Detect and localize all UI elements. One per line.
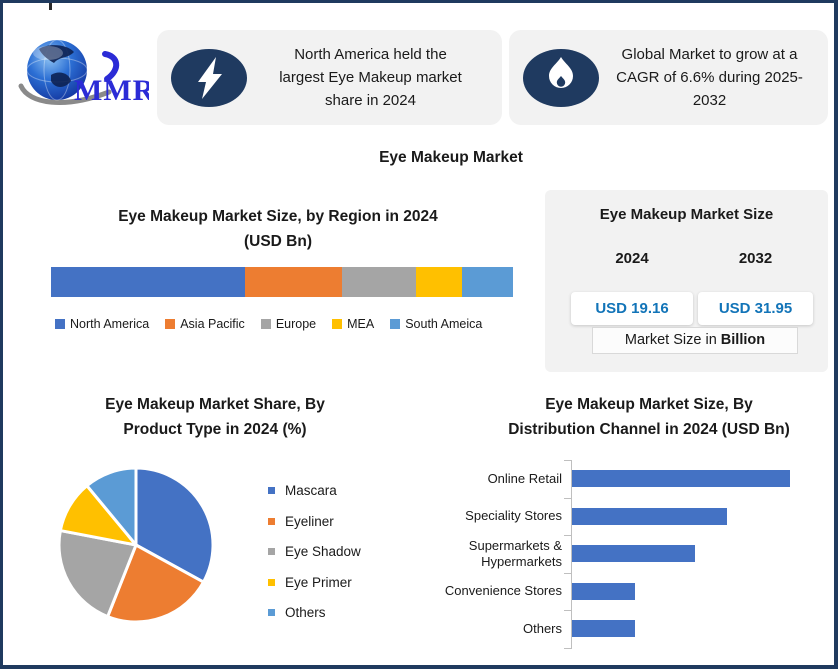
legend-label: Eye Primer (285, 574, 352, 590)
dist-plot-area (564, 460, 826, 498)
legend-label: Asia Pacific (180, 317, 245, 331)
legend-item: North America (55, 317, 149, 331)
callout-text: Global Market to grow at a CAGR of 6.6% … (616, 46, 803, 109)
dist-bar (572, 470, 790, 488)
distribution-bar-chart: Online Retail Speciality Stores Supermarke… (430, 460, 826, 649)
legend-swatch (268, 578, 275, 586)
legend-swatch (268, 548, 275, 555)
dist-bar (572, 582, 635, 600)
logo-text: MMR (74, 74, 149, 107)
card-value-2032: USD 31.95 (698, 292, 813, 325)
flame-icon (523, 48, 599, 108)
legend-swatch (55, 319, 65, 329)
card-column-2024: 2024 USD 19.16 (571, 250, 693, 325)
legend-label: Others (285, 605, 326, 620)
axis-tick (564, 647, 572, 649)
region-chart-title: Eye Makeup Market Size, by Region in 202… (118, 208, 438, 250)
legend-label: MEA (347, 317, 375, 331)
legend-item: MEA (332, 317, 374, 331)
legend-label: North America (70, 317, 150, 331)
callout-cagr: Global Market to grow at a CAGR of 6.6% … (509, 30, 828, 125)
legend-item: Mascara (268, 483, 361, 498)
region-bar-segment (416, 267, 463, 297)
legend-label: Mascara (285, 483, 337, 498)
footnote-bold: Billion (720, 332, 766, 348)
axis-tick (564, 572, 572, 574)
dist-plot-area (564, 572, 826, 610)
product-type-pie (57, 466, 215, 624)
legend-label: Eye Shadow (285, 544, 361, 559)
callout-text: North America held the largest Eye Makeu… (279, 46, 462, 109)
region-bar-segment (462, 267, 514, 297)
legend-item: Eye Primer (268, 575, 361, 590)
dist-chart-row: Others (430, 610, 826, 649)
legend-swatch (165, 319, 176, 329)
dist-category-label: Convenience Stores (444, 583, 562, 599)
axis-tick (564, 460, 572, 461)
card-year: 2024 (615, 250, 649, 267)
dist-category-label: Speciality Stores (465, 508, 562, 524)
market-size-card: Eye Makeup Market Size 2024 USD 19.16 20… (545, 190, 828, 372)
legend-swatch (260, 319, 271, 329)
legend-item: Others (268, 605, 361, 620)
legend-swatch (390, 319, 401, 329)
legend-label: Eyeliner (285, 513, 334, 529)
legend-swatch (268, 517, 275, 525)
page-title: Eye Makeup Market (379, 149, 523, 166)
legend-swatch (332, 319, 343, 329)
dist-bar (572, 620, 635, 638)
legend-item: South Ameica (390, 317, 482, 331)
dist-chart-row: Speciality Stores (430, 497, 826, 535)
card-footnote: Market Size in Billion (592, 327, 798, 354)
dist-plot-area (564, 610, 826, 649)
region-bar-segment (51, 267, 246, 297)
scan-artifact (49, 3, 52, 10)
card-column-2032: 2032 USD 31.95 (698, 250, 813, 325)
footnote-prefix: Market Size in (624, 332, 721, 348)
dist-category-label: Others (522, 620, 562, 636)
dist-bar (572, 545, 695, 563)
region-bar-segment (342, 267, 417, 297)
mmr-logo: MMR (17, 36, 154, 112)
globe-icon: MMR (18, 39, 154, 107)
pie-slice (57, 529, 138, 619)
pie-slice (85, 466, 138, 547)
legend-swatch (268, 487, 275, 494)
dist-bar (572, 507, 727, 525)
callout-north-america: North America held the largest Eye Makeu… (157, 30, 502, 125)
legend-item: Eyeliner (268, 514, 361, 529)
dist-chart-row: Supermarkets & Hypermarkets (430, 535, 826, 573)
region-legend: North America Asia Pacific Europe MEA South … (55, 317, 482, 331)
axis-tick (564, 535, 572, 536)
legend-label: Europe (275, 317, 317, 331)
legend-label: South Ameica (405, 317, 483, 331)
region-bar-segment (245, 267, 343, 297)
pie-legend: Mascara Eyeliner Eye Shadow Eye Primer Other… (268, 483, 361, 620)
axis-tick (564, 610, 572, 611)
pie-slice (134, 466, 215, 584)
legend-swatch (268, 609, 275, 616)
pie-slice (106, 543, 205, 624)
dist-chart-row: Online Retail (430, 460, 826, 498)
region-stacked-bar (51, 267, 514, 297)
card-title: Eye Makeup Market Size (599, 206, 774, 223)
card-year: 2032 (738, 250, 773, 267)
legend-item: Eye Shadow (268, 544, 361, 559)
dist-category-label: Online Retail (487, 470, 562, 486)
pie-chart-title: Eye Makeup Market Share, By Product Type… (105, 396, 325, 438)
axis-tick (564, 497, 572, 499)
dist-chart-row: Convenience Stores (430, 572, 826, 610)
legend-item: Europe (260, 317, 317, 331)
dist-plot-area (564, 497, 826, 535)
distribution-chart-title: Eye Makeup Market Size, By Distribution … (508, 396, 790, 438)
dist-category-label: Supermarkets & Hypermarkets (468, 537, 562, 569)
dist-plot-area (564, 535, 826, 573)
legend-item: Asia Pacific (165, 317, 245, 331)
lightning-icon (171, 48, 247, 108)
card-value-2024: USD 19.16 (571, 292, 693, 325)
